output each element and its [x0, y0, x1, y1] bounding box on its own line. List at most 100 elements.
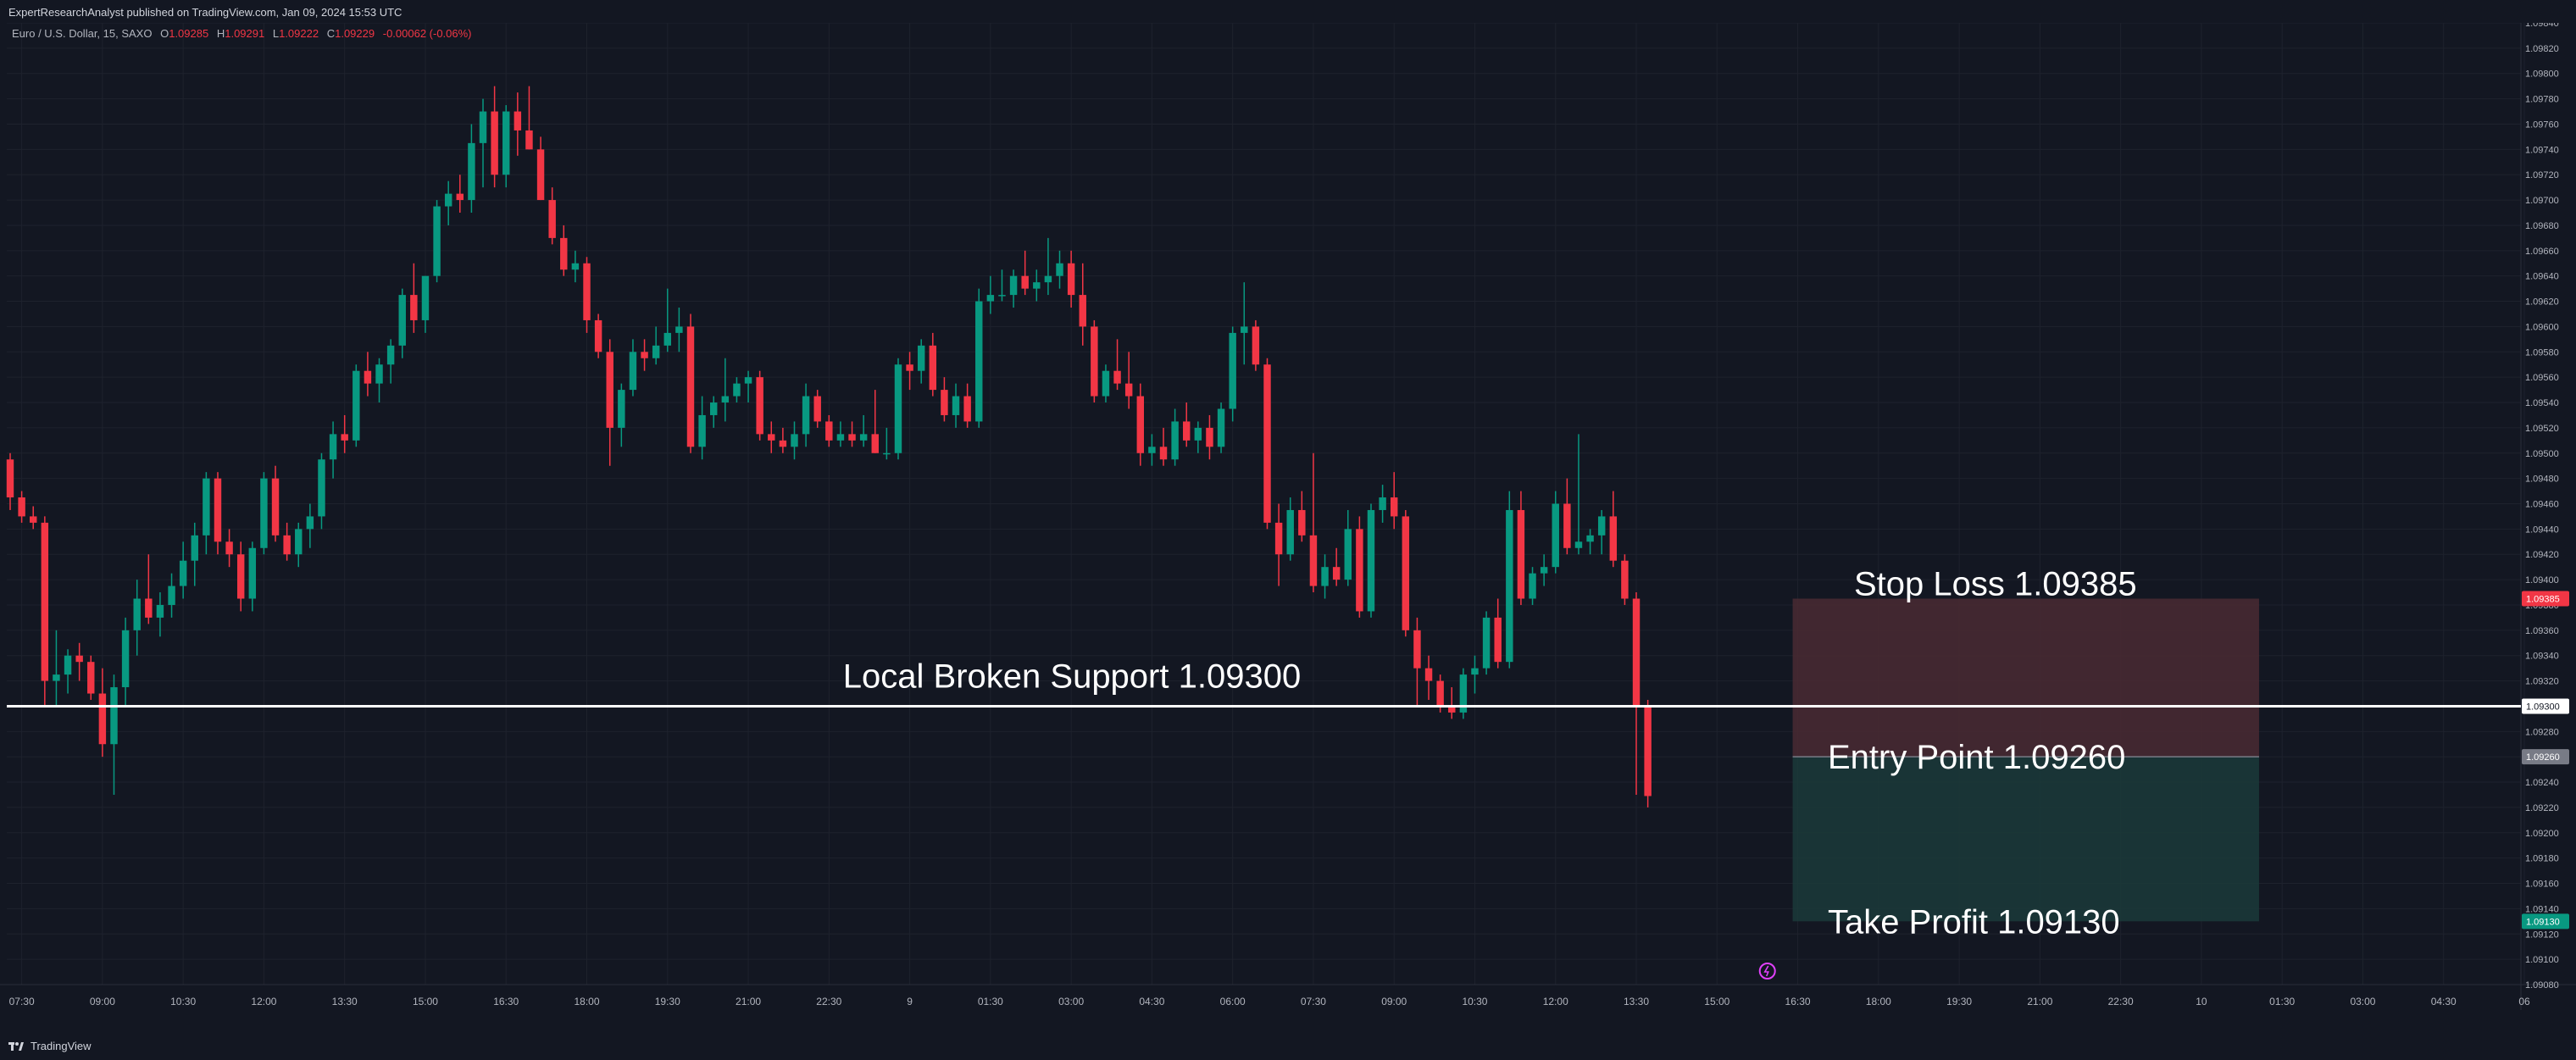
candle-body [733, 383, 741, 397]
time-tick-label: 22:30 [2108, 996, 2134, 1007]
candle-104 [1206, 414, 1213, 460]
candle-64 [744, 370, 752, 403]
candle-body [1206, 427, 1213, 447]
price-chart[interactable]: Local Broken Support 1.09300 Stop Loss 1.… [0, 23, 2576, 1032]
candle-body [1113, 370, 1121, 384]
candle-body [87, 662, 95, 694]
candle-body [1286, 509, 1294, 555]
candle-70 [813, 390, 821, 428]
candle-body [548, 200, 556, 238]
price-tick-label: 1.09580 [2525, 347, 2559, 358]
candle-125 [1448, 687, 1456, 719]
time-tick-label: 06 [2518, 996, 2530, 1007]
tradingview-logo[interactable]: TradingView [8, 1040, 92, 1052]
candle-body [1274, 522, 1283, 555]
candle-body [75, 655, 83, 663]
candle-59 [686, 314, 695, 453]
time-tick-label: 15:00 [413, 996, 438, 1007]
candle-body [802, 396, 810, 435]
candle-body [1067, 263, 1075, 296]
candle-body [571, 263, 580, 270]
time-axis[interactable]: 07:30 09:00 10:30 12:00 13:30 15:00 16:30 18:00… [9, 996, 2530, 1007]
candle-73 [848, 421, 856, 447]
candle-35 [410, 263, 418, 333]
candle-46 [536, 136, 545, 201]
time-tick-label: 13:30 [1624, 996, 1649, 1007]
candle-body [836, 434, 845, 441]
time-tick-label: 13:30 [332, 996, 358, 1007]
price-tag-bg [2522, 698, 2569, 714]
candle-body [260, 478, 268, 548]
tradingview-brand: TradingView [31, 1040, 92, 1052]
price-tick-label: 1.09560 [2525, 373, 2559, 383]
price-tick-label: 1.09660 [2525, 247, 2559, 257]
candle-80 [929, 332, 937, 397]
candle-27 [318, 452, 325, 530]
candle-body [145, 598, 153, 618]
candle-body [1552, 503, 1559, 568]
price-tick-label: 1.09320 [2525, 677, 2559, 687]
candle-17 [203, 472, 210, 555]
price-axis[interactable]: 1.09840 1.09820 1.09800 1.09780 1.09760 1.097… [2522, 23, 2569, 991]
candle-body [1517, 509, 1525, 599]
candle-89 [1033, 269, 1041, 302]
price-tick-label: 1.09360 [2525, 626, 2559, 636]
candle-52 [606, 339, 613, 466]
stop-loss-zone [1792, 598, 2259, 758]
candle-body [1644, 706, 1652, 796]
footer-bar: TradingView [0, 1032, 2576, 1060]
price-tick-label: 1.09420 [2525, 550, 2559, 560]
candle-body [1574, 541, 1583, 548]
time-tick-label: 01:30 [2269, 996, 2295, 1007]
candle-84 [975, 288, 983, 428]
candle-body [768, 434, 775, 441]
price-tick-label: 1.09340 [2525, 652, 2559, 662]
take-profit-zone [1792, 757, 2259, 922]
candle-body [271, 478, 280, 536]
time-tick-label: 10:30 [1462, 996, 1487, 1007]
candle-7 [87, 655, 95, 700]
candle-134 [1552, 491, 1559, 574]
candle-23 [271, 465, 280, 542]
candle-91 [1056, 250, 1063, 289]
candle-114 [1321, 554, 1329, 599]
candle-0 [6, 452, 14, 510]
time-tick-label: 18:00 [1866, 996, 1891, 1007]
candle-body [1563, 503, 1571, 548]
event-icon-bolt [1763, 965, 1769, 977]
candle-body [1367, 509, 1375, 612]
candle-77 [894, 358, 902, 460]
candle-28 [329, 421, 337, 479]
candle-body [929, 345, 937, 391]
candle-132 [1529, 567, 1536, 605]
candle-body [179, 560, 187, 586]
time-tick-label: 15:00 [1704, 996, 1729, 1007]
candle-128 [1482, 611, 1491, 675]
candle-body [433, 206, 441, 276]
candle-45 [525, 86, 533, 150]
candle-4 [53, 630, 60, 707]
candle-44 [514, 92, 522, 156]
candle-body [1171, 421, 1179, 460]
candle-body [894, 364, 902, 453]
candle-body [514, 111, 522, 130]
candle-body [479, 111, 487, 143]
price-tag-support: 1.09300 [2522, 698, 2569, 714]
candle-body [1263, 364, 1271, 523]
candle-body [468, 142, 475, 201]
ohlc-legend: Euro / U.S. Dollar, 15, SAXO O1.09285 H1… [12, 27, 472, 40]
candle-body [156, 604, 164, 618]
candle-55 [641, 339, 648, 371]
candle-110 [1274, 503, 1283, 586]
time-tick-label: 18:00 [574, 996, 599, 1007]
time-tick-label: 22:30 [816, 996, 841, 1007]
price-tick-label: 1.09820 [2525, 44, 2559, 54]
price-tick-label: 1.09440 [2525, 524, 2559, 535]
candle-38 [444, 180, 452, 225]
candle-133 [1540, 554, 1548, 586]
candle-body [1229, 332, 1236, 409]
candle-body [1494, 617, 1502, 663]
stop-loss-label: Stop Loss 1.09385 [1854, 566, 2137, 603]
candle-116 [1344, 509, 1352, 586]
price-tick-label: 1.09620 [2525, 297, 2559, 308]
